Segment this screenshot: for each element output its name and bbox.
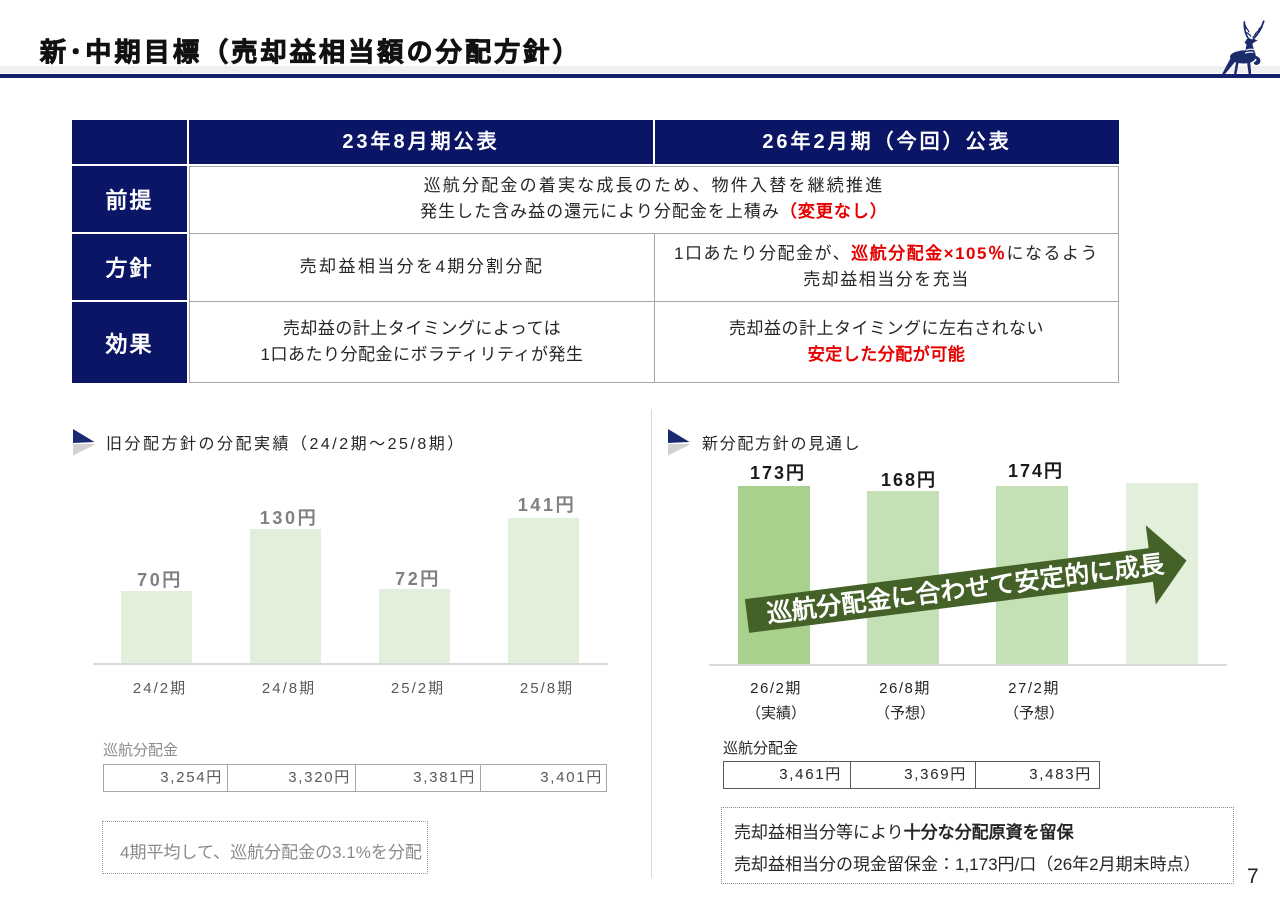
svg-text:巡航分配金に合わせて安定的に成長: 巡航分配金に合わせて安定的に成長 [765, 549, 1165, 628]
